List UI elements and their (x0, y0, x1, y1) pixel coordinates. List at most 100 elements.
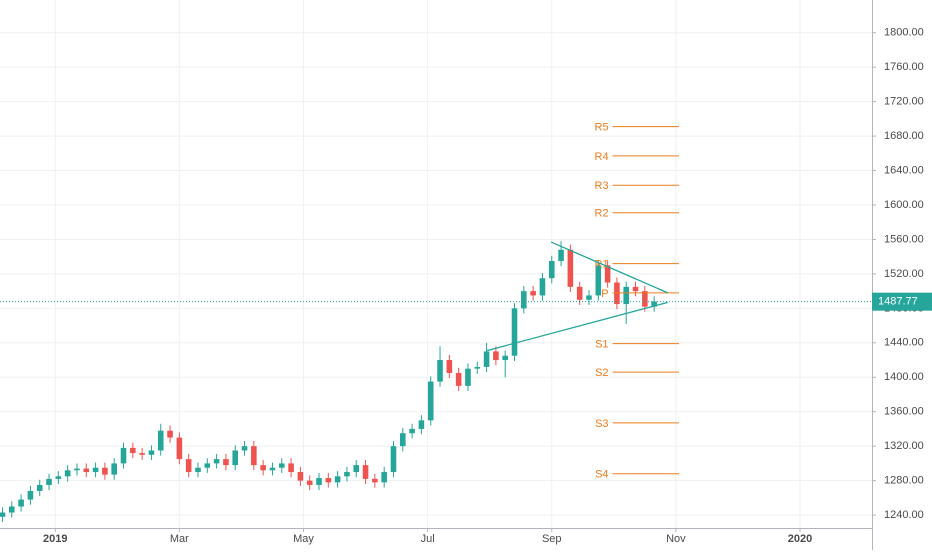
candle-body (92, 467, 99, 473)
candle-body (567, 249, 574, 287)
candle-body (120, 447, 127, 464)
candle-body (8, 506, 15, 513)
candle-body (390, 446, 397, 473)
candle-body (362, 465, 369, 479)
candle-body (502, 355, 508, 361)
candle-body (139, 453, 145, 455)
pivot-label: S3 (595, 418, 608, 430)
pivot-label: S1 (595, 339, 608, 351)
pivot-label: P (601, 288, 608, 300)
candle-body (232, 450, 239, 466)
candle-body (167, 430, 173, 438)
x-tick-label: Jul (421, 533, 435, 545)
candle-body (372, 478, 378, 483)
candle-body (46, 478, 52, 485)
candle-body (213, 459, 220, 464)
candle-body (204, 463, 211, 468)
y-tick-label: 1280.00 (884, 475, 924, 487)
candle-body (409, 428, 415, 434)
x-tick-label: Nov (666, 533, 686, 545)
candle-body (27, 490, 34, 500)
y-tick-label: 1360.00 (884, 406, 924, 418)
trendline (550, 241, 669, 294)
candle-body (83, 468, 90, 473)
candle-body (483, 351, 490, 367)
candle-body (344, 472, 350, 477)
x-tick-label: Mar (170, 533, 189, 545)
candle-body (288, 463, 294, 473)
candle-body (455, 372, 462, 386)
candle-body (176, 437, 183, 460)
y-tick-label: 1760.00 (884, 61, 924, 73)
pivot-label: R4 (595, 151, 609, 163)
y-tick-label: 1600.00 (884, 199, 924, 211)
candle-body (548, 260, 555, 279)
y-tick-label: 1720.00 (884, 96, 924, 108)
candle-body (278, 463, 285, 468)
x-tick-label: Sep (542, 533, 562, 545)
candle-body (530, 291, 536, 296)
candle-body (418, 420, 425, 429)
candle-body (651, 301, 657, 307)
candle-body (111, 463, 117, 475)
candle-body (316, 478, 322, 485)
candle-body (260, 465, 266, 471)
candle-body (576, 286, 583, 300)
candle-body (511, 308, 518, 356)
candle-body (306, 480, 313, 485)
pivot-label: S4 (595, 469, 608, 481)
y-tick-label: 1400.00 (884, 371, 924, 383)
pivot-label: R2 (595, 208, 609, 220)
candle-body (586, 295, 592, 300)
y-tick-label: 1440.00 (884, 337, 924, 349)
candle-body (64, 470, 71, 477)
y-tick-label: 1520.00 (884, 268, 924, 280)
pivot-label: S2 (595, 367, 608, 379)
candle-body (195, 467, 201, 473)
candle-body (0, 512, 6, 517)
candle-body (55, 476, 62, 479)
candle-body (157, 430, 164, 451)
candle-body (446, 360, 453, 373)
last-price-label: 1487.77 (878, 296, 918, 308)
candle-body (604, 265, 611, 283)
candle-body (353, 465, 360, 473)
candle-body (595, 265, 602, 296)
candle-body (297, 472, 304, 481)
candle-body (36, 484, 43, 491)
candle-body (251, 446, 257, 466)
candle-body (334, 476, 341, 483)
pivot-label: R5 (595, 122, 609, 134)
candle-body (241, 446, 248, 451)
candle-body (427, 381, 434, 421)
x-tick-label: 2020 (788, 533, 812, 545)
x-tick-label: May (293, 533, 314, 545)
candle-body (558, 249, 564, 261)
candle-body (437, 360, 443, 382)
candle-body (269, 467, 276, 471)
candle-body (474, 366, 481, 369)
y-tick-label: 1680.00 (884, 130, 924, 142)
pivot-label: R3 (595, 180, 609, 192)
candle-body (632, 286, 639, 292)
y-tick-label: 1640.00 (884, 164, 924, 176)
y-tick-label: 1240.00 (884, 509, 924, 521)
candle-body (74, 468, 80, 471)
last-price-box (872, 292, 932, 311)
candle-body (325, 478, 332, 483)
candle-body (400, 433, 406, 447)
y-tick-label: 1800.00 (884, 27, 924, 39)
y-tick-label: 1560.00 (884, 233, 924, 245)
candle-body (223, 459, 229, 466)
trendline (487, 301, 668, 352)
candle-body (493, 351, 499, 361)
candle-body (623, 286, 630, 305)
candle-body (642, 291, 648, 307)
candle-body (381, 472, 387, 483)
candle-body (102, 467, 108, 475)
x-tick-label: 2019 (43, 533, 67, 545)
candle-body (130, 447, 136, 454)
